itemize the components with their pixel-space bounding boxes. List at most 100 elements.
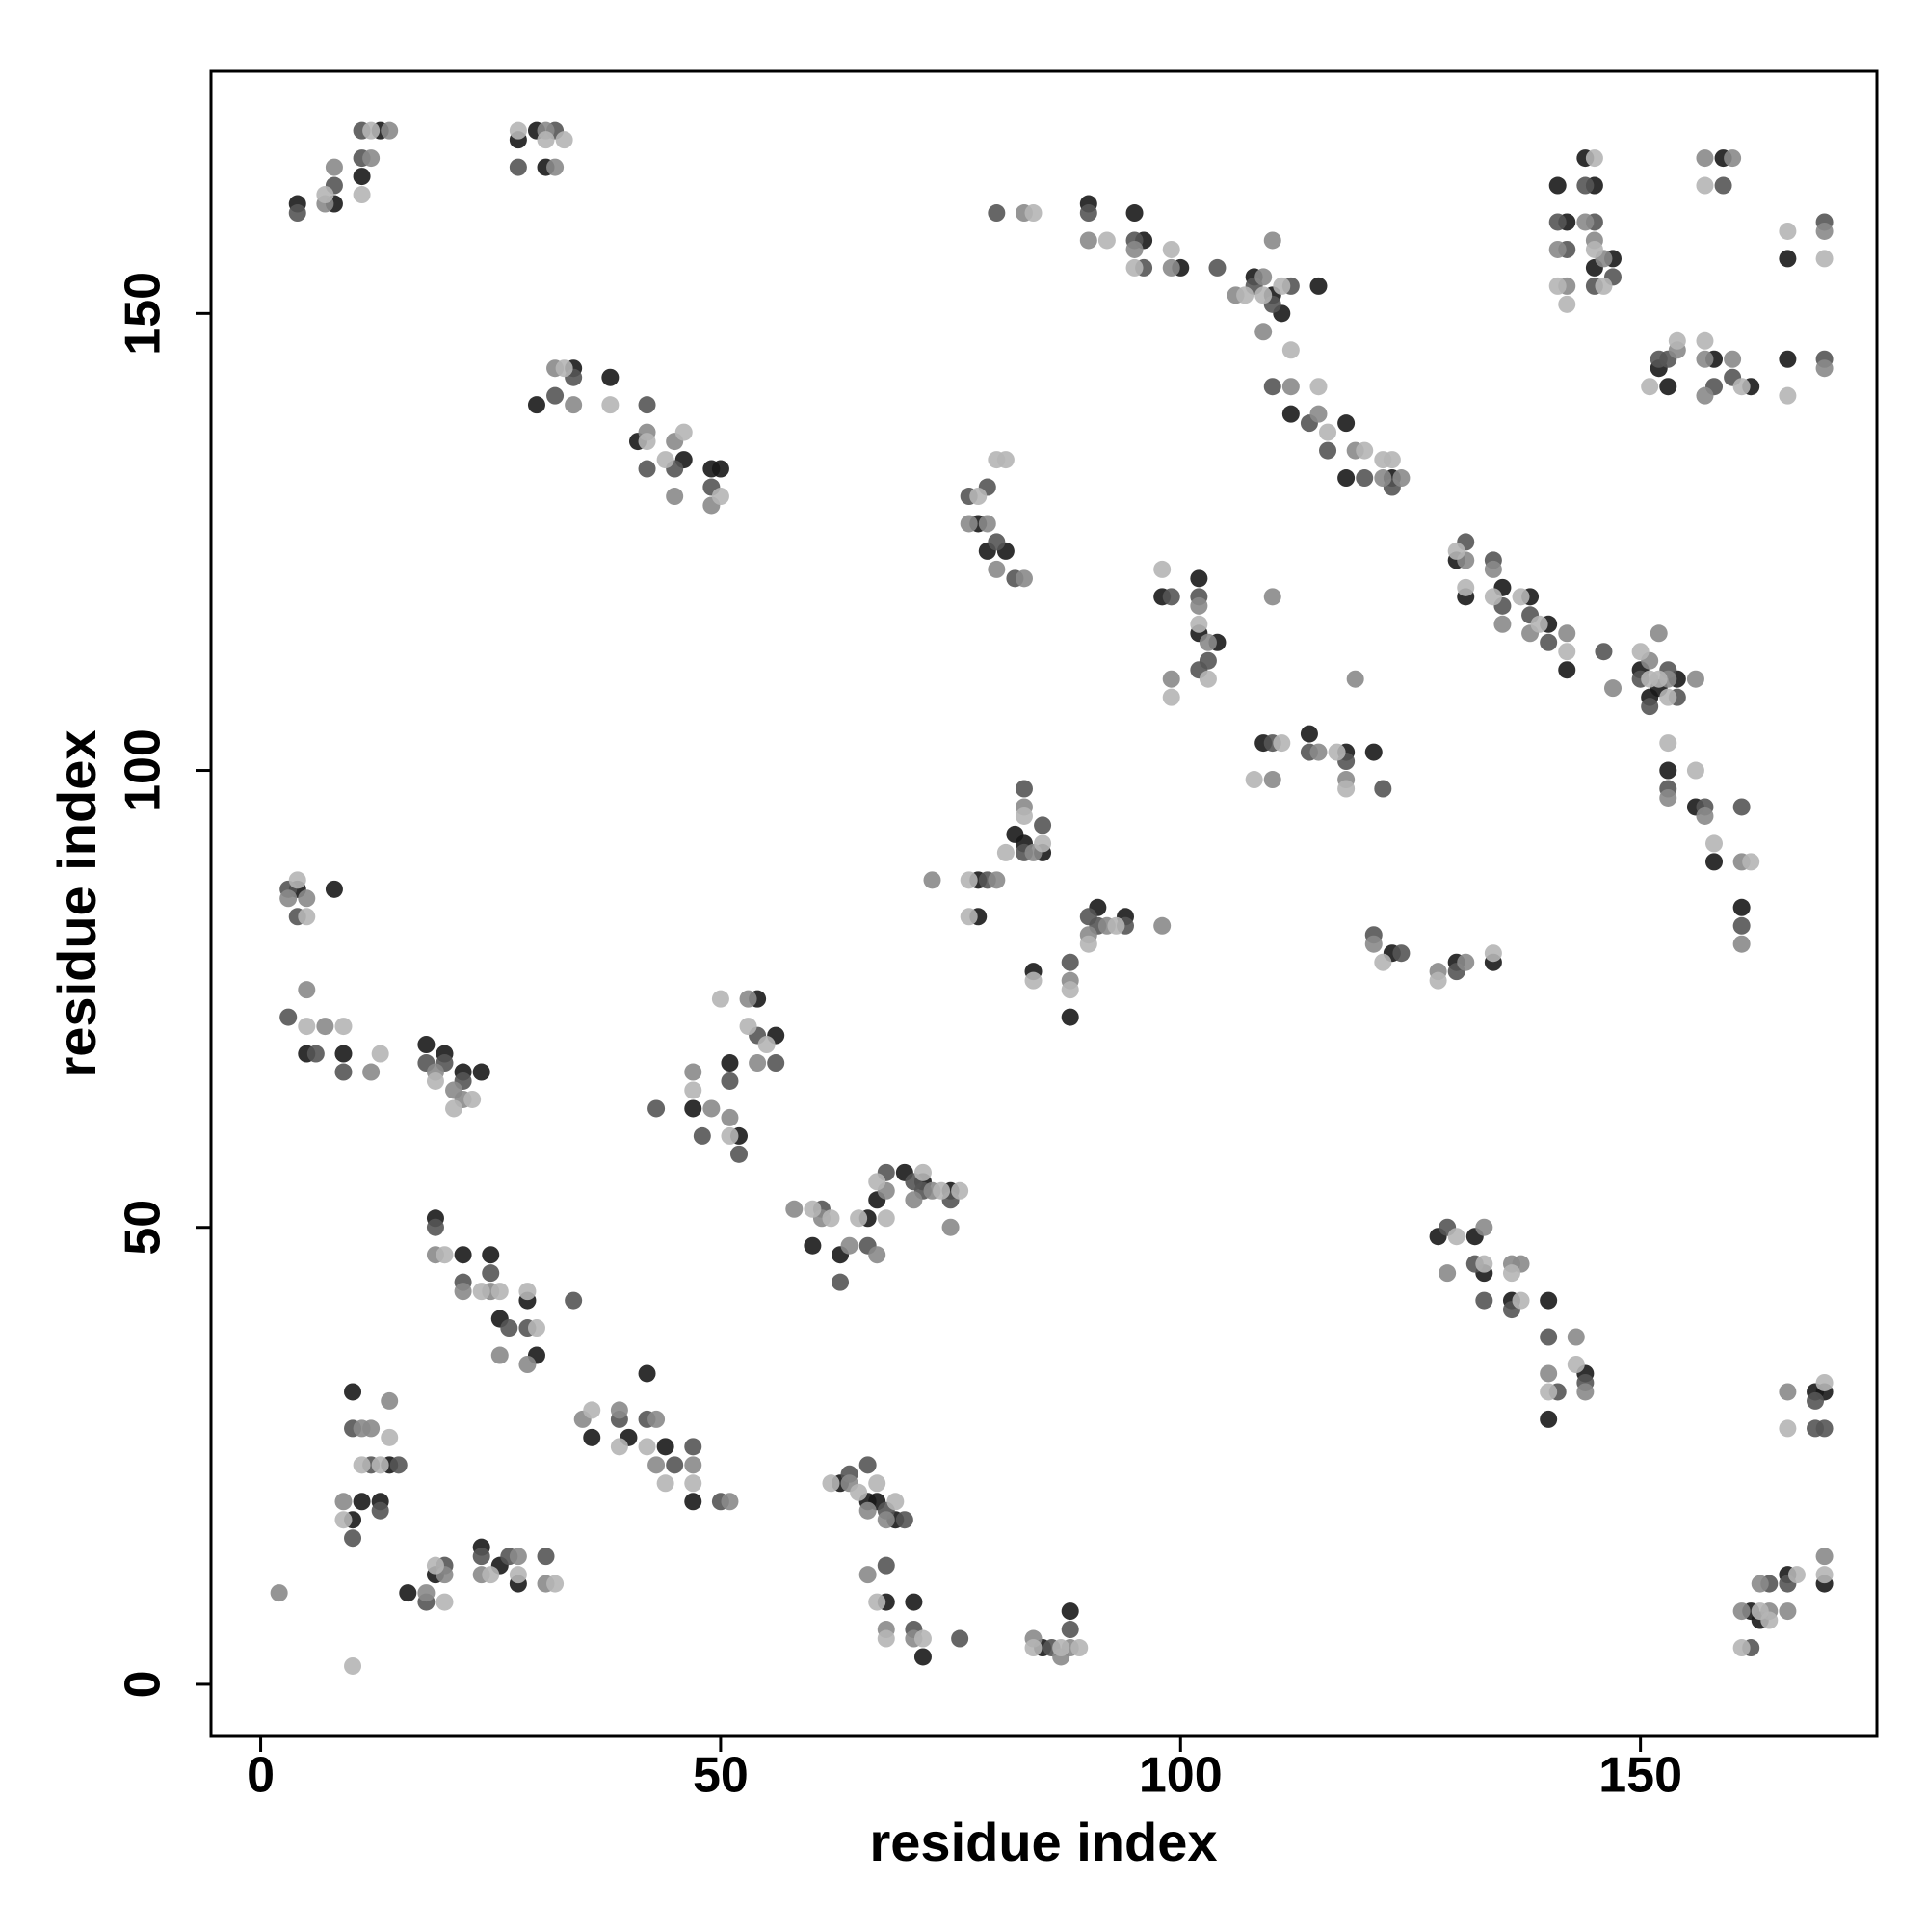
point bbox=[1779, 1419, 1797, 1438]
point bbox=[933, 1181, 951, 1200]
point bbox=[1346, 670, 1364, 688]
point bbox=[913, 1629, 932, 1648]
point bbox=[472, 1283, 490, 1301]
point bbox=[674, 423, 693, 441]
point bbox=[417, 1584, 436, 1602]
point bbox=[858, 1566, 877, 1584]
point bbox=[721, 1493, 739, 1511]
point bbox=[1558, 624, 1576, 643]
point bbox=[656, 1438, 674, 1456]
point bbox=[1650, 350, 1668, 368]
point bbox=[1540, 1291, 1558, 1310]
point bbox=[426, 1072, 444, 1090]
point bbox=[1364, 743, 1383, 761]
point bbox=[362, 121, 381, 140]
point bbox=[1779, 350, 1797, 368]
point bbox=[1061, 981, 1079, 999]
point bbox=[1540, 1364, 1558, 1383]
point bbox=[1447, 542, 1465, 560]
point bbox=[684, 1456, 702, 1474]
point bbox=[1540, 1383, 1558, 1401]
point bbox=[1475, 1291, 1493, 1310]
point bbox=[684, 1438, 702, 1456]
point bbox=[877, 1629, 895, 1648]
point bbox=[1079, 935, 1097, 953]
point bbox=[988, 871, 1006, 889]
point bbox=[482, 1566, 500, 1584]
y-tick-label: 150 bbox=[116, 272, 172, 356]
point bbox=[1530, 615, 1548, 633]
point bbox=[1705, 853, 1724, 871]
point bbox=[721, 1126, 739, 1145]
point bbox=[334, 1045, 353, 1063]
point bbox=[1686, 670, 1704, 688]
point bbox=[850, 1209, 868, 1228]
point bbox=[905, 1191, 923, 1209]
point bbox=[1732, 1602, 1751, 1621]
point bbox=[1540, 1328, 1558, 1346]
point bbox=[730, 1145, 749, 1163]
point bbox=[1162, 670, 1180, 688]
point bbox=[1079, 231, 1097, 250]
point bbox=[1540, 633, 1558, 651]
point bbox=[693, 1126, 711, 1145]
point bbox=[1337, 414, 1356, 433]
point bbox=[1319, 423, 1337, 441]
point bbox=[298, 1018, 316, 1036]
point bbox=[1724, 350, 1742, 368]
point bbox=[886, 1493, 905, 1511]
point bbox=[647, 1099, 666, 1118]
point bbox=[1576, 1383, 1595, 1401]
point bbox=[1309, 405, 1328, 423]
point bbox=[583, 1428, 601, 1446]
point bbox=[1696, 350, 1714, 368]
point bbox=[638, 396, 656, 414]
point bbox=[638, 1438, 656, 1456]
point bbox=[1779, 1602, 1797, 1621]
point bbox=[509, 1548, 527, 1566]
point bbox=[527, 1319, 545, 1337]
point bbox=[362, 1063, 381, 1081]
point bbox=[1281, 378, 1300, 396]
point bbox=[1273, 734, 1291, 753]
point bbox=[1034, 834, 1052, 853]
point bbox=[996, 451, 1015, 469]
point bbox=[1779, 386, 1797, 405]
point bbox=[1668, 331, 1686, 350]
point bbox=[684, 1474, 702, 1493]
point bbox=[804, 1236, 822, 1255]
point bbox=[1484, 944, 1502, 963]
point bbox=[1374, 469, 1392, 488]
point bbox=[353, 1456, 371, 1474]
point bbox=[1548, 213, 1567, 231]
point bbox=[1024, 971, 1043, 990]
point bbox=[601, 396, 620, 414]
point bbox=[1779, 222, 1797, 240]
point bbox=[454, 1246, 472, 1264]
point bbox=[389, 1456, 408, 1474]
point bbox=[610, 1401, 628, 1419]
point bbox=[1383, 451, 1401, 469]
point bbox=[1254, 323, 1273, 341]
point bbox=[555, 359, 573, 378]
point bbox=[288, 204, 306, 223]
point bbox=[1558, 295, 1576, 313]
x-tick-label: 100 bbox=[1139, 1748, 1223, 1804]
point bbox=[1079, 204, 1097, 223]
point bbox=[546, 158, 565, 176]
point bbox=[334, 1493, 353, 1511]
point bbox=[298, 981, 316, 999]
point bbox=[951, 1181, 969, 1200]
point bbox=[1705, 834, 1724, 853]
point bbox=[1199, 633, 1217, 651]
point bbox=[721, 1108, 739, 1126]
point bbox=[1374, 780, 1392, 798]
point bbox=[1281, 405, 1300, 423]
point bbox=[721, 1072, 739, 1090]
point bbox=[739, 1018, 757, 1036]
point bbox=[325, 158, 343, 176]
plot-frame bbox=[209, 69, 1879, 1738]
point bbox=[1107, 916, 1125, 935]
point bbox=[1576, 176, 1595, 195]
